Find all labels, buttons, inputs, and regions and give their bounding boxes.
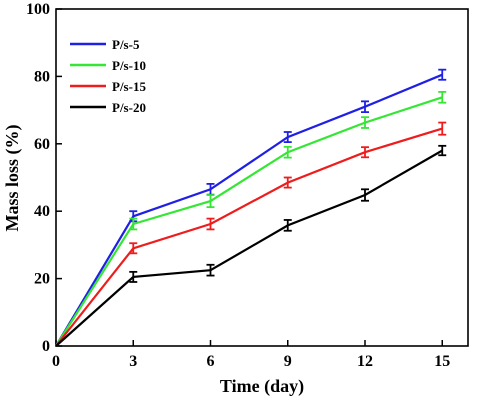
series-line (55, 73, 443, 347)
error-bar (361, 146, 369, 159)
error-bar (438, 121, 447, 136)
error-bar (361, 116, 369, 129)
y-tick-label: 100 (26, 1, 50, 18)
y-tick-label: 80 (34, 68, 50, 85)
error-bar (283, 219, 292, 232)
error-bar (129, 270, 138, 283)
series-line (55, 127, 443, 347)
error-bar (283, 145, 292, 159)
legend-label: P/s-10 (112, 58, 146, 73)
x-tick-label: 9 (284, 353, 292, 370)
y-tick-label: 40 (34, 203, 50, 220)
error-bar (206, 194, 215, 209)
x-tick-label: 6 (207, 353, 215, 370)
x-tick-label: 0 (52, 353, 60, 370)
legend-label: P/s-20 (112, 100, 146, 115)
x-axis-title: Time (day) (220, 376, 304, 397)
error-bar (438, 144, 447, 157)
legend-label: P/s-5 (112, 37, 140, 52)
y-tick-label: 60 (34, 136, 50, 153)
error-bar (129, 217, 138, 231)
legend: P/s-5 P/s-10 P/s-15 P/s-20 (70, 37, 146, 115)
series-line (55, 149, 443, 347)
error-bar (361, 188, 369, 202)
legend-label: P/s-15 (112, 79, 146, 94)
x-tick-label: 12 (357, 353, 373, 370)
error-bar (283, 131, 292, 144)
x-tick-label: 3 (129, 353, 137, 370)
y-axis-title: Mass loss (%) (2, 124, 23, 231)
series-line (55, 96, 443, 347)
y-tick-label: 0 (42, 338, 50, 355)
error-bar (283, 176, 292, 189)
error-bar (438, 68, 447, 81)
y-tick-label: 20 (34, 271, 50, 288)
error-bar (361, 100, 369, 114)
axis-ticks: 0 3 6 9 12 15 0 20 40 60 80 100 (26, 1, 450, 370)
error-bar (206, 263, 215, 277)
error-bar (438, 91, 447, 104)
x-tick-label: 15 (434, 353, 450, 370)
series-lines (55, 68, 447, 347)
error-bar (129, 242, 138, 255)
plot-frame (55, 8, 469, 347)
error-bar (206, 217, 215, 231)
